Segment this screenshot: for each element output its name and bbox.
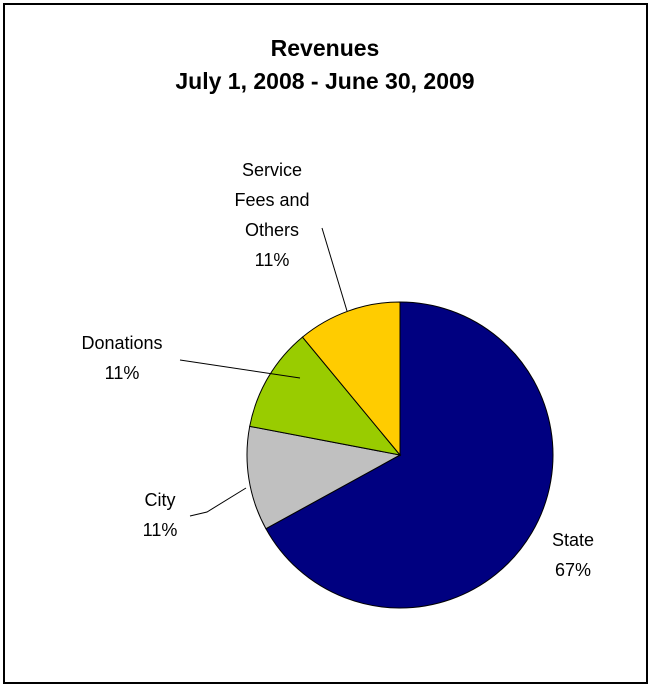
- slice-name: City: [144, 490, 176, 510]
- pie-slice: [249, 336, 402, 456]
- pie-slice: [265, 301, 554, 609]
- slice-value: 11%: [142, 520, 178, 540]
- slice-name: Donations: [81, 333, 163, 353]
- pie-slice: [301, 301, 401, 457]
- leader-line: [321, 227, 348, 312]
- slice-name: State: [551, 530, 595, 550]
- chart-subtitle: July 1, 2008 - June 30, 2009: [175, 68, 474, 94]
- pie-slice: [246, 425, 402, 530]
- slice-value: 67%: [554, 560, 592, 580]
- slice-value: 11%: [254, 250, 290, 270]
- slice-label: State 67%: [508, 525, 638, 585]
- leader-line: [179, 359, 301, 379]
- slice-name: Service Fees and Others: [234, 160, 310, 240]
- chart-title: Revenues: [271, 35, 380, 61]
- slice-label: Donations 11%: [57, 328, 187, 388]
- slice-label: Service Fees and Others 11%: [226, 155, 318, 275]
- pie: [246, 301, 554, 609]
- slice-label: City 11%: [95, 485, 225, 545]
- slice-value: 11%: [104, 363, 140, 383]
- leader-line: [189, 487, 247, 517]
